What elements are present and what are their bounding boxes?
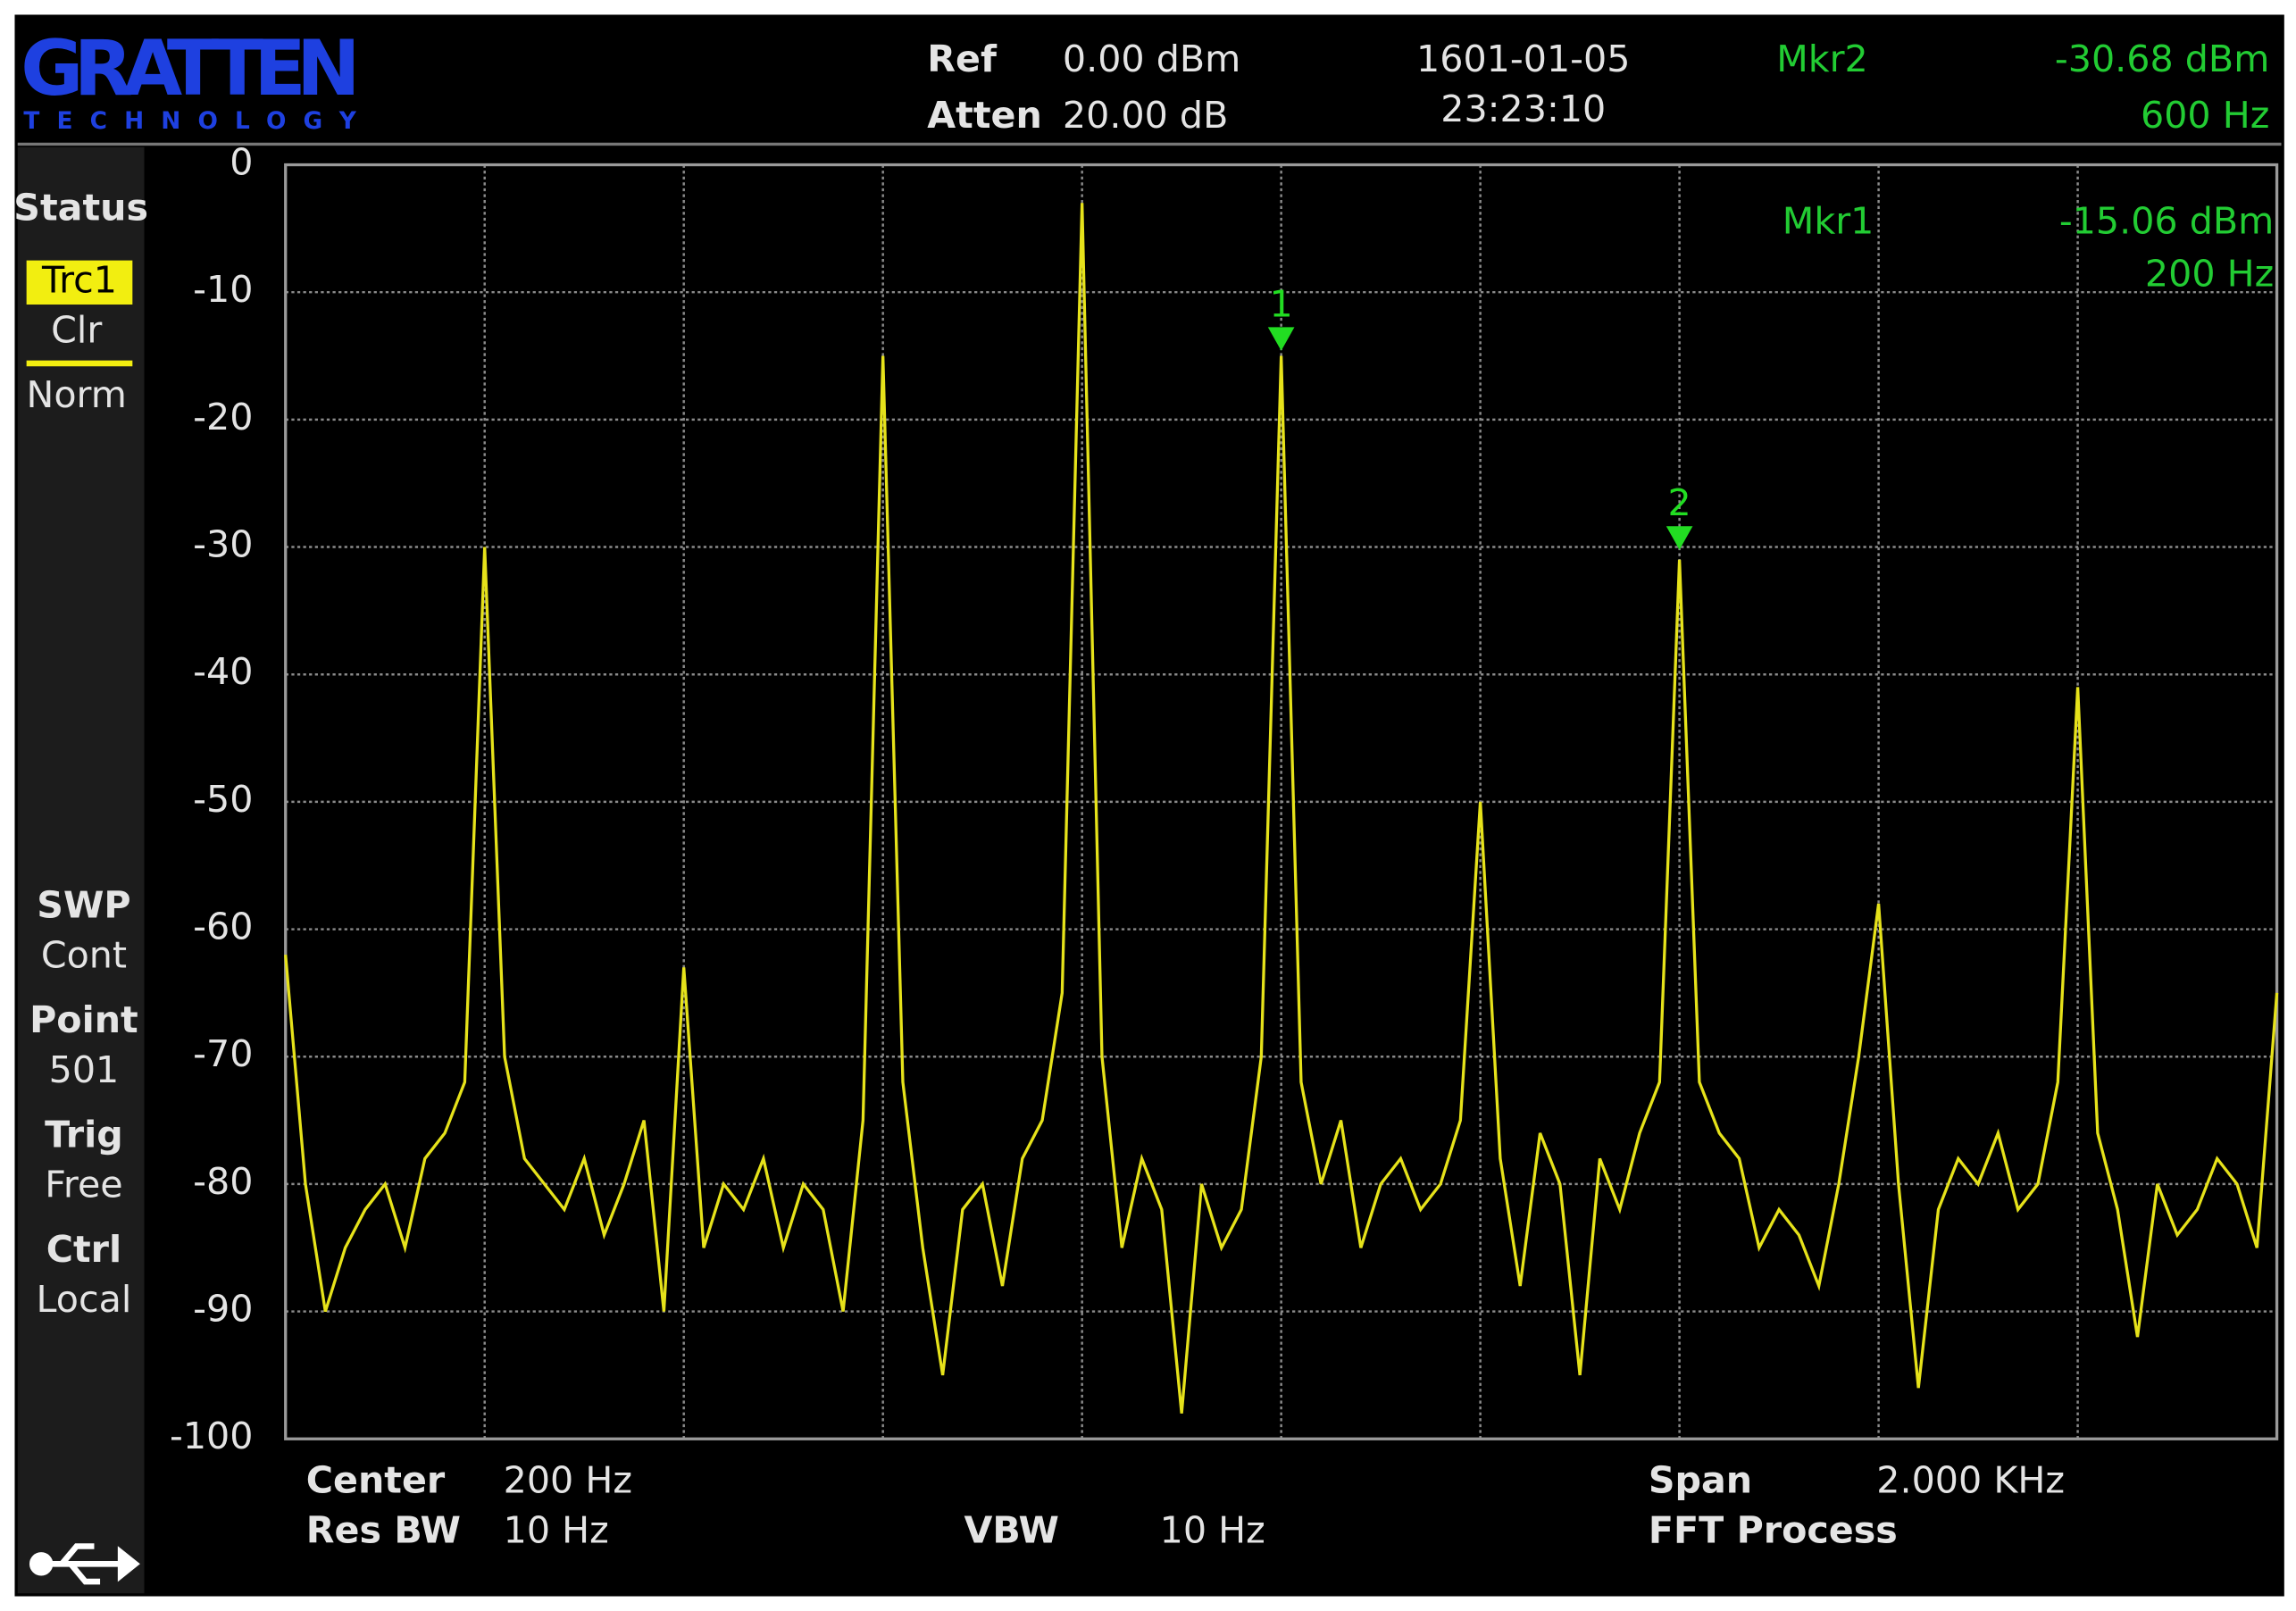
ref-value: 0.00 dBm	[1063, 38, 1240, 80]
y-tick-label: 0	[230, 141, 253, 184]
center-label: Center	[306, 1459, 446, 1502]
plot: 0 -10 -20 -30 -40 -50 -60 -70 -80 -90 -100 1 2 Mkr1 -1…	[170, 141, 2279, 1457]
time: 23:23:10	[1440, 88, 1606, 130]
mode-label[interactable]: Norm	[27, 373, 127, 416]
y-tick-label: -30	[193, 523, 253, 566]
sidebar-item-value: Cont	[41, 934, 127, 977]
sidebar-item-label: SWP	[37, 884, 130, 927]
mkr1-freq: 200 Hz	[2145, 253, 2274, 296]
process-label: FFT Process	[1649, 1509, 1898, 1552]
mkr2-label: Mkr2	[1776, 38, 1868, 80]
vbw-label: VBW	[964, 1509, 1058, 1552]
plot-border	[284, 163, 2279, 1440]
clear-label[interactable]: Clr	[51, 308, 102, 351]
usb-icon	[29, 1543, 140, 1585]
y-tick-label: -50	[193, 778, 253, 821]
center-value: 200 Hz	[504, 1459, 632, 1502]
y-tick-label: -70	[193, 1032, 253, 1075]
rbw-label: Res BW	[306, 1509, 461, 1552]
y-tick-label: -10	[193, 268, 253, 311]
y-tick-label: -90	[193, 1288, 253, 1331]
mkr1-value: -15.06 dBm	[2059, 199, 2274, 242]
sidebar-item-label: Ctrl	[46, 1228, 121, 1271]
sidebar-item-value: Free	[45, 1164, 122, 1206]
sidebar-item-label: Point	[29, 998, 138, 1041]
sidebar-item-value: Local	[37, 1278, 132, 1321]
mkr2-freq: 600 Hz	[2141, 94, 2269, 137]
span-value: 2.000 KHz	[1876, 1459, 2065, 1502]
y-tick-label: -60	[193, 906, 253, 948]
mkr2-value: -30.68 dBm	[2055, 38, 2269, 80]
sidebar-item-value: 501	[49, 1048, 120, 1091]
sidebar-bg	[17, 146, 145, 1594]
y-tick-label: -80	[193, 1160, 253, 1203]
marker	[1666, 526, 1693, 550]
logo: GRATTEN	[21, 24, 359, 113]
screen-bg	[14, 14, 2284, 1597]
marker-label: 1	[1270, 282, 1293, 325]
trace-label[interactable]: Trc1	[41, 258, 117, 301]
atten-label: Atten	[927, 94, 1042, 137]
atten-value: 20.00 dB	[1063, 94, 1228, 137]
ref-label: Ref	[927, 38, 998, 80]
marker	[1267, 327, 1295, 351]
sidebar-item-label: Trig	[45, 1114, 122, 1156]
date: 1601-01-05	[1416, 38, 1630, 80]
y-tick-label: -100	[170, 1415, 254, 1457]
rbw-value: 10 Hz	[504, 1509, 609, 1552]
trace-rule	[26, 360, 133, 367]
span-label: Span	[1649, 1459, 1752, 1502]
trace	[284, 203, 2279, 1414]
trace-box[interactable]	[26, 260, 133, 305]
y-tick-label: -20	[193, 396, 253, 438]
marker-label: 2	[1668, 481, 1691, 524]
status-label: Status	[13, 187, 148, 230]
mkr1-label: Mkr1	[1783, 199, 1874, 242]
y-tick-label: -40	[193, 650, 253, 693]
vbw-value: 10 Hz	[1160, 1509, 1265, 1552]
